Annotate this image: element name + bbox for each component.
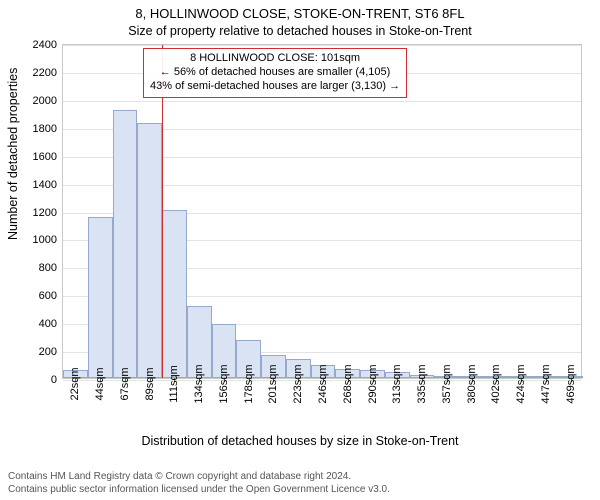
x-tick-label: 447sqm: [540, 364, 552, 403]
gridline-h: [63, 45, 581, 46]
x-tick-label: 201sqm: [267, 364, 279, 403]
y-tick-label: 400: [39, 318, 57, 330]
y-tick-label: 2000: [33, 95, 57, 107]
x-tick-label: 469sqm: [565, 364, 577, 403]
x-tick-label: 67sqm: [119, 367, 131, 400]
chart-container: 8, HOLLINWOOD CLOSE, STOKE-ON-TRENT, ST6…: [0, 0, 600, 500]
x-tick-label: 335sqm: [416, 364, 428, 403]
y-tick-label: 600: [39, 290, 57, 302]
x-tick-label: 380sqm: [466, 364, 478, 403]
histogram-bar: [162, 210, 187, 378]
x-tick-label: 268sqm: [342, 364, 354, 403]
y-tick-label: 200: [39, 346, 57, 358]
chart-title-line1: 8, HOLLINWOOD CLOSE, STOKE-ON-TRENT, ST6…: [0, 6, 600, 21]
y-tick-label: 1000: [33, 234, 57, 246]
attribution-footer: Contains HM Land Registry data © Crown c…: [8, 471, 390, 496]
x-tick-label: 22sqm: [69, 367, 81, 400]
x-tick-label: 357sqm: [441, 364, 453, 403]
y-tick-label: 2400: [33, 39, 57, 51]
callout-box: 8 HOLLINWOOD CLOSE: 101sqm← 56% of detac…: [143, 48, 407, 98]
x-tick-label: 290sqm: [367, 364, 379, 403]
callout-line: 43% of semi-detached houses are larger (…: [150, 80, 400, 94]
footer-line1: Contains HM Land Registry data © Crown c…: [8, 471, 390, 484]
x-tick-label: 178sqm: [243, 364, 255, 403]
y-axis-label: Number of detached properties: [6, 68, 20, 240]
y-tick-label: 800: [39, 262, 57, 274]
y-tick-label: 1600: [33, 151, 57, 163]
x-axis-label: Distribution of detached houses by size …: [0, 434, 600, 448]
y-tick-label: 2200: [33, 67, 57, 79]
histogram-bar: [137, 123, 162, 378]
callout-line: ← 56% of detached houses are smaller (4,…: [150, 66, 400, 80]
x-tick-label: 134sqm: [193, 364, 205, 403]
chart-title-line2: Size of property relative to detached ho…: [0, 24, 600, 38]
histogram-bar: [88, 217, 113, 378]
x-tick-label: 223sqm: [292, 364, 304, 403]
y-tick-label: 1800: [33, 123, 57, 135]
x-tick-label: 313sqm: [391, 364, 403, 403]
footer-line2: Contains public sector information licen…: [8, 484, 390, 497]
x-tick-label: 44sqm: [94, 367, 106, 400]
plot-area: 0200400600800100012001400160018002000220…: [62, 44, 582, 379]
y-tick-label: 0: [51, 374, 57, 386]
x-tick-label: 111sqm: [168, 365, 180, 403]
x-tick-label: 156sqm: [218, 364, 230, 403]
callout-line: 8 HOLLINWOOD CLOSE: 101sqm: [150, 52, 400, 66]
histogram-bar: [113, 110, 138, 378]
x-tick-label: 402sqm: [490, 364, 502, 403]
y-tick-label: 1200: [33, 207, 57, 219]
gridline-h: [63, 101, 581, 102]
y-tick-label: 1400: [33, 179, 57, 191]
x-tick-label: 246sqm: [317, 364, 329, 403]
x-tick-label: 424sqm: [515, 364, 527, 403]
x-tick-label: 89sqm: [144, 367, 156, 400]
